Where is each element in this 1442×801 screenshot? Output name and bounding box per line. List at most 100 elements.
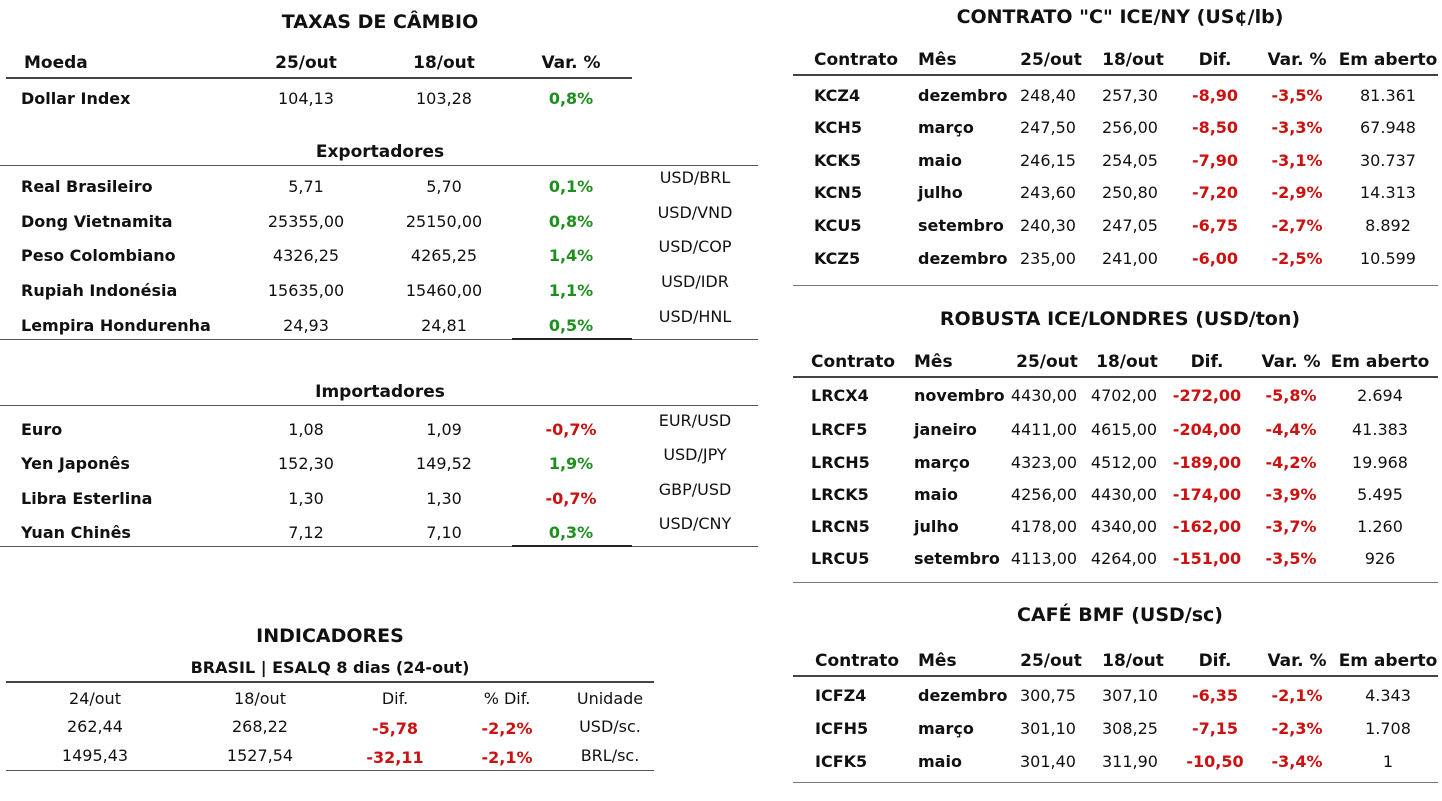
ice-ny-row-5-25out: 235,00 <box>1020 249 1076 268</box>
exporter-row-3-var: 1,1% <box>548 281 594 300</box>
robusta-header-2: 25/out <box>1016 352 1078 372</box>
divider <box>6 770 654 771</box>
ice-ny-row-3-25out: 243,60 <box>1020 183 1076 202</box>
robusta-row-4-month: julho <box>914 517 959 536</box>
exporter-row-4-name: Lempira Hondurenha <box>21 316 211 335</box>
ice-ny-row-2-25out: 246,15 <box>1020 151 1076 170</box>
fx-header-3: Var. % <box>541 53 601 73</box>
robusta-row-3-month: maio <box>914 485 958 504</box>
ice-ny-title: CONTRATO "C" ICE/NY (US¢/lb) <box>956 6 1284 28</box>
ice-ny-row-4-18out: 247,05 <box>1102 216 1158 235</box>
ice-ny-row-2-contract: KCK5 <box>814 151 861 170</box>
importer-row-1-pair: USD/JPY <box>663 445 727 464</box>
divider <box>0 405 758 406</box>
ice-ny-row-1-contract: KCH5 <box>814 118 862 137</box>
importer-row-1-value-25out: 152,30 <box>278 454 334 473</box>
robusta-row-5-month: setembro <box>914 549 1000 568</box>
robusta-row-1-contract: LRCF5 <box>811 420 868 439</box>
robusta-row-1-month: janeiro <box>914 420 977 439</box>
ice-ny-header-1: Mês <box>918 50 957 70</box>
ice-ny-row-5-var: -2,5% <box>1271 249 1323 268</box>
exporter-row-0-pair: USD/BRL <box>659 168 731 187</box>
ice-ny-row-3-18out: 250,80 <box>1102 183 1158 202</box>
robusta-row-0-25out: 4430,00 <box>1010 386 1078 405</box>
indicator-row-1-dif: -32,11 <box>366 748 424 767</box>
exporter-row-2-pair: USD/COP <box>658 237 732 256</box>
ice-ny-row-5-dif: -6,00 <box>1191 249 1239 268</box>
exporter-row-3-value-25out: 15635,00 <box>267 281 345 300</box>
importer-row-0-var: -0,7% <box>545 420 597 439</box>
divider <box>793 675 1438 677</box>
bmf-row-2-month: maio <box>918 752 962 771</box>
ice-ny-row-1-18out: 256,00 <box>1102 118 1158 137</box>
bmf-header-1: Mês <box>918 651 957 671</box>
fx-header-1: 25/out <box>275 53 337 73</box>
bmf-row-0-contract: ICFZ4 <box>815 686 867 705</box>
ice-ny-header-5: Var. % <box>1267 50 1327 70</box>
ice-ny-header-2: 25/out <box>1020 50 1082 70</box>
robusta-row-1-18out: 4615,00 <box>1090 420 1158 439</box>
robusta-row-0-open-interest: 2.694 <box>1357 386 1403 405</box>
indicators-header-1: 18/out <box>234 689 286 708</box>
ice-ny-row-5-contract: KCZ5 <box>814 249 861 268</box>
bmf-row-2-var: -3,4% <box>1271 752 1323 771</box>
bmf-row-2-dif: -10,50 <box>1186 752 1244 771</box>
importer-row-2-value-25out: 1,30 <box>288 489 324 508</box>
exporter-row-0-value-18out: 5,70 <box>426 177 462 196</box>
robusta-header-6: Em aberto <box>1330 352 1430 372</box>
robusta-row-4-contract: LRCN5 <box>811 517 870 536</box>
robusta-title: ROBUSTA ICE/LONDRES (USD/ton) <box>939 308 1301 330</box>
bmf-row-1-month: março <box>918 719 974 738</box>
ice-ny-row-4-open-interest: 8.892 <box>1365 216 1411 235</box>
ice-ny-row-2-open-interest: 30.737 <box>1360 151 1416 170</box>
ice-ny-row-1-month: março <box>918 118 974 137</box>
ice-ny-header-3: 18/out <box>1102 50 1164 70</box>
robusta-row-2-var: -4,2% <box>1265 453 1317 472</box>
indicators-header-2: Dif. <box>381 689 409 708</box>
robusta-row-4-25out: 4178,00 <box>1010 517 1078 536</box>
robusta-row-2-18out: 4512,00 <box>1090 453 1158 472</box>
robusta-row-3-dif: -174,00 <box>1172 485 1242 504</box>
indicators-header-4: Unidade <box>576 689 644 708</box>
robusta-row-0-var: -5,8% <box>1265 386 1317 405</box>
indicator-row-1-pct: -2,1% <box>481 748 533 767</box>
robusta-row-5-18out: 4264,00 <box>1090 549 1158 568</box>
indicators-header-3: % Dif. <box>483 689 531 708</box>
robusta-row-5-var: -3,5% <box>1265 549 1317 568</box>
exporter-row-4-value-18out: 24,81 <box>421 316 467 335</box>
ice-ny-row-2-dif: -7,90 <box>1191 151 1239 170</box>
ice-ny-row-1-25out: 247,50 <box>1020 118 1076 137</box>
robusta-row-0-month: novembro <box>914 386 1005 405</box>
exporter-row-0-var: 0,1% <box>548 177 594 196</box>
ice-ny-row-5-month: dezembro <box>918 249 1008 268</box>
robusta-header-4: Dif. <box>1190 352 1224 372</box>
ice-ny-header-4: Dif. <box>1198 50 1232 70</box>
robusta-row-0-18out: 4702,00 <box>1090 386 1158 405</box>
robusta-row-2-contract: LRCH5 <box>811 453 870 472</box>
ice-ny-row-2-18out: 254,05 <box>1102 151 1158 170</box>
importer-row-0-pair: EUR/USD <box>658 411 732 430</box>
robusta-row-3-open-interest: 5.495 <box>1357 485 1403 504</box>
dollar-index-value-25out: 104,13 <box>278 89 334 108</box>
importer-row-3-value-25out: 7,12 <box>288 523 324 542</box>
indicator-row-0-pct: -2,2% <box>481 719 533 738</box>
bmf-row-0-18out: 307,10 <box>1102 686 1158 705</box>
indicators-header-0: 24/out <box>69 689 121 708</box>
robusta-row-5-open-interest: 926 <box>1364 549 1396 568</box>
ice-ny-row-4-contract: KCU5 <box>814 216 862 235</box>
robusta-row-3-var: -3,9% <box>1265 485 1317 504</box>
robusta-row-1-open-interest: 41.383 <box>1352 420 1408 439</box>
bmf-row-0-month: dezembro <box>918 686 1008 705</box>
exporter-row-0-value-25out: 5,71 <box>288 177 324 196</box>
indicator-row-1-unit: BRL/sc. <box>580 746 640 765</box>
dollar-index-value-18out: 103,28 <box>416 89 472 108</box>
ice-ny-row-1-open-interest: 67.948 <box>1360 118 1416 137</box>
exporter-row-3-name: Rupiah Indonésia <box>21 281 178 300</box>
exporter-row-2-name: Peso Colombiano <box>21 246 176 265</box>
importer-row-2-name: Libra Esterlina <box>21 489 153 508</box>
ice-ny-row-2-var: -3,1% <box>1271 151 1323 170</box>
bmf-row-2-25out: 301,40 <box>1020 752 1076 771</box>
robusta-row-5-dif: -151,00 <box>1172 549 1242 568</box>
bmf-header-6: Em aberto <box>1338 651 1438 671</box>
ice-ny-row-3-var: -2,9% <box>1271 183 1323 202</box>
